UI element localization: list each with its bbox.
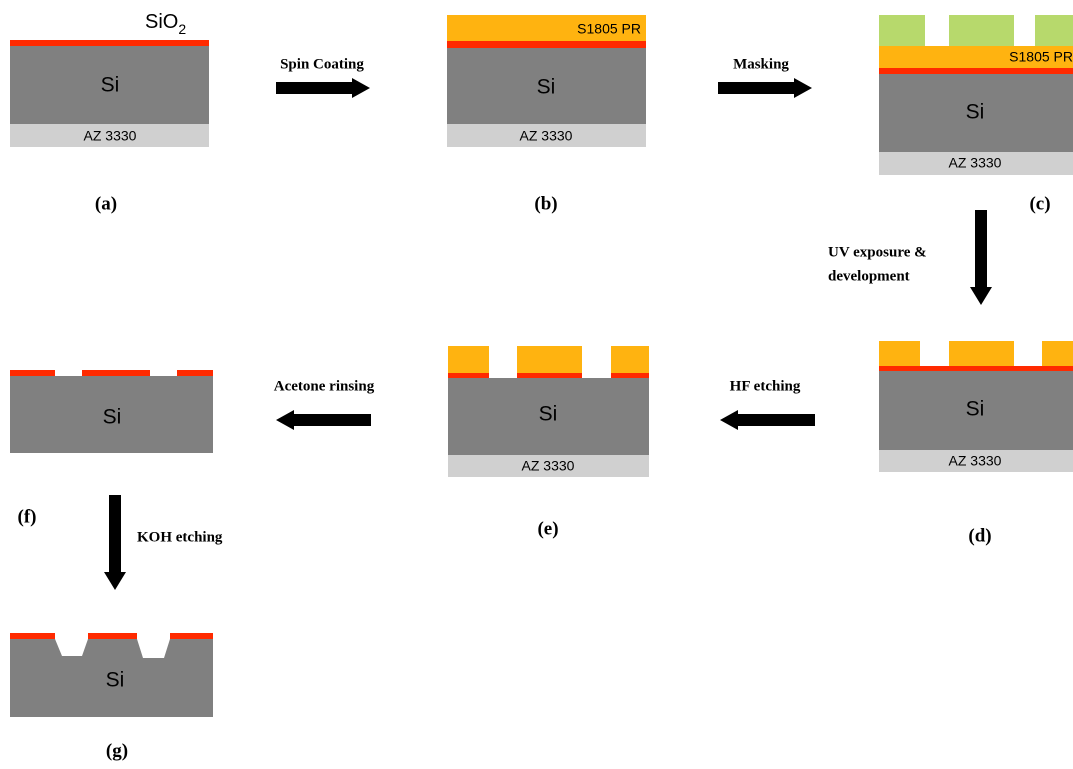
step-label: development: [828, 268, 910, 284]
step-label: Acetone rinsing: [274, 378, 375, 394]
panel-label: (e): [537, 518, 558, 539]
oxide-block: [448, 373, 489, 378]
resist-block: [611, 346, 649, 373]
arrow: [718, 78, 812, 98]
si-label: Si: [101, 74, 120, 97]
step-label: HF etching: [730, 378, 801, 394]
panel-a: Si AZ 3330 SiO2 (a): [10, 11, 209, 214]
az-label: AZ 3330: [84, 128, 137, 144]
arrow: [104, 495, 126, 590]
az-layer: [879, 152, 1073, 175]
oxide-layer: [879, 68, 1073, 74]
si-label: Si: [966, 101, 985, 124]
resist-layer: [447, 15, 646, 41]
arrow: [276, 78, 370, 98]
az-layer: [447, 124, 646, 147]
mask: [879, 15, 925, 46]
arrow: [276, 410, 371, 430]
az-label: AZ 3330: [522, 458, 575, 474]
panel-f: Si (f): [10, 370, 213, 527]
oxide-block: [10, 370, 55, 376]
resist-block: [949, 341, 1014, 366]
panel-b: S1805 PR Si AZ 3330 (b): [447, 15, 646, 214]
si-label: Si: [539, 403, 558, 426]
si-label: Si: [106, 669, 125, 692]
panel-label: (f): [18, 506, 37, 527]
oxide-main: SiO: [145, 11, 178, 33]
oxide-block: [170, 633, 213, 639]
az-layer: [10, 124, 209, 147]
si-layer: [10, 376, 213, 453]
panel-label: (g): [106, 740, 128, 761]
oxide-block: [177, 370, 213, 376]
panel-g: Si (g): [10, 633, 213, 761]
resist-label: S1805 PR: [577, 21, 641, 37]
panel-d: Si AZ 3330 (d): [879, 341, 1073, 546]
az-label: AZ 3330: [949, 453, 1002, 469]
mask: [1035, 15, 1073, 46]
si-label: Si: [966, 398, 985, 421]
az-label: AZ 3330: [949, 155, 1002, 171]
mask: [949, 15, 1014, 46]
arrow: [970, 210, 992, 305]
si-layer: [879, 74, 1073, 152]
step-label: Masking: [733, 56, 789, 72]
oxide-block: [517, 373, 582, 378]
panel-label: (b): [534, 193, 557, 214]
si-layer: [879, 371, 1073, 450]
oxide-block: [10, 633, 55, 639]
panel-label: (d): [968, 525, 991, 546]
oxide-layer: [879, 366, 1073, 371]
az-layer: [448, 455, 649, 477]
step-label: Spin Coating: [280, 56, 364, 72]
panel-label: (a): [95, 193, 117, 214]
oxide-block: [82, 370, 150, 376]
resist-block: [517, 346, 582, 373]
oxide-label: SiO2: [145, 11, 186, 36]
resist-layer: [879, 46, 1073, 68]
step-label: UV exposure &: [828, 244, 927, 260]
arrow: [720, 410, 815, 430]
panel-label: (c): [1029, 193, 1050, 214]
resist-block: [879, 341, 920, 366]
oxide-block: [88, 633, 137, 639]
oxide-block: [611, 373, 649, 378]
oxide-layer: [10, 40, 209, 46]
resist-block: [1042, 341, 1073, 366]
az-layer: [879, 450, 1073, 472]
oxide-sub: 2: [178, 21, 186, 37]
si-label: Si: [537, 76, 556, 99]
step-label: KOH etching: [137, 529, 223, 545]
si-layer: [10, 46, 209, 124]
si-layer: [10, 639, 213, 717]
panel-e: Si AZ 3330 (e): [448, 346, 649, 539]
si-label: Si: [103, 406, 122, 429]
oxide-layer: [447, 41, 646, 48]
panel-c: S1805 PR Si AZ 3330 (c): [879, 15, 1073, 214]
resist-label: S1805 PR: [1009, 49, 1073, 65]
si-layer: [448, 378, 649, 455]
resist-block: [448, 346, 489, 373]
si-layer: [447, 48, 646, 124]
az-label: AZ 3330: [520, 128, 573, 144]
